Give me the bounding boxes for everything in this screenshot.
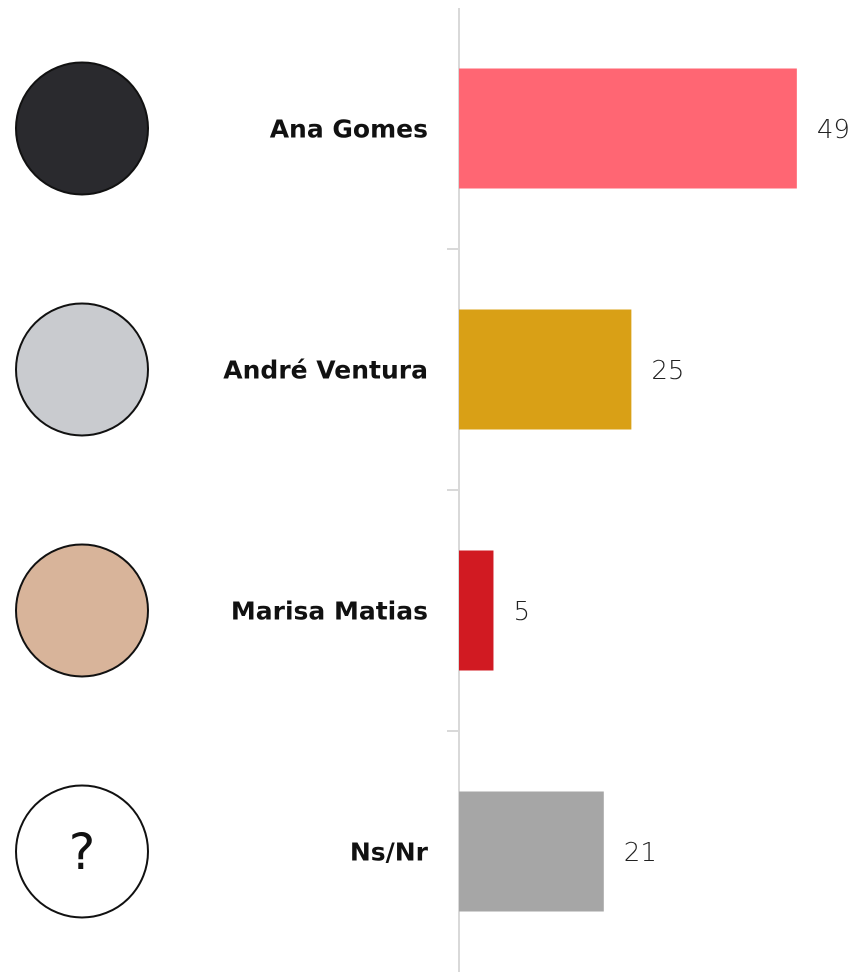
value-label: 25	[651, 356, 684, 386]
value-label: 5	[513, 597, 530, 627]
category-icon: ?	[69, 823, 96, 881]
candidate-photo	[15, 61, 149, 196]
bar	[459, 550, 494, 671]
category-label: André Ventura	[223, 356, 428, 385]
category-label: Marisa Matias	[231, 597, 428, 626]
candidate-photo	[15, 302, 149, 437]
bar	[459, 68, 797, 189]
candidate-photo	[15, 543, 149, 678]
value-label: 21	[624, 838, 657, 868]
category-label: Ana Gomes	[270, 115, 428, 144]
value-label: 49	[817, 115, 850, 145]
bar	[459, 791, 604, 912]
bar	[459, 309, 632, 430]
candidate-photo	[15, 784, 149, 919]
category-label: Ns/Nr	[350, 838, 429, 867]
